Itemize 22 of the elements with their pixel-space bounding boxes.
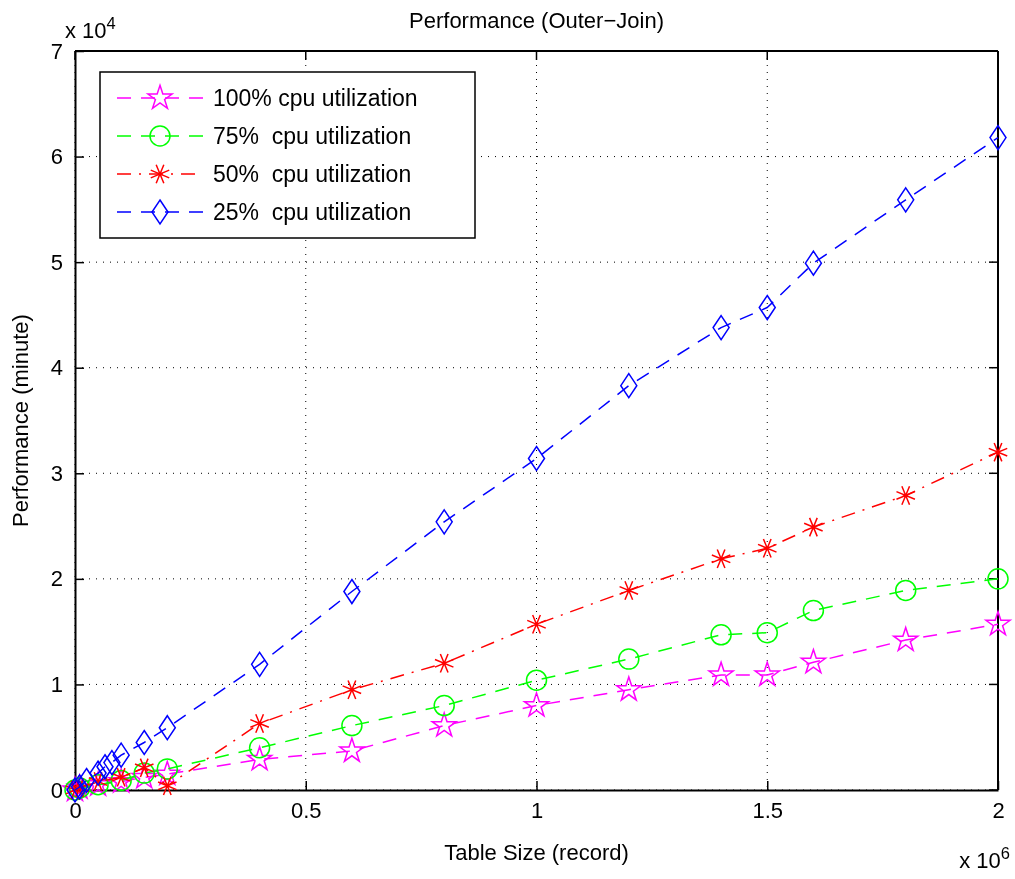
x-tick-label: 1 — [530, 797, 544, 823]
x-axis-title: Table Size (record) — [444, 840, 629, 865]
chart-title: Performance (Outer−Join) — [409, 8, 664, 33]
y-tick-label: 6 — [50, 144, 63, 170]
y-tick-label: 7 — [50, 38, 63, 64]
x-tick-label: 1.5 — [752, 797, 784, 823]
x-tick-label: 0 — [69, 797, 82, 823]
y-axis-title: Performance (minute) — [8, 314, 33, 527]
legend-label: 100% cpu utilization — [213, 85, 418, 111]
x-tick-label: 0.5 — [290, 797, 322, 823]
y-tick-label: 2 — [50, 566, 63, 592]
legend-label: 25% cpu utilization — [213, 199, 412, 225]
y-tick-label: 5 — [50, 249, 63, 275]
legend-label: 75% cpu utilization — [213, 123, 412, 149]
y-tick-label: 0 — [50, 777, 63, 803]
y-tick-label: 1 — [50, 671, 63, 697]
text: x 10$^{6}$ — [959, 844, 1010, 873]
x-tick-label: 2 — [992, 797, 1005, 823]
y-tick-label: 4 — [50, 355, 63, 381]
y-tick-label: 3 — [50, 460, 63, 486]
text: x 10$^{4}$ — [65, 14, 116, 43]
legend-label: 50% cpu utilization — [213, 161, 412, 187]
